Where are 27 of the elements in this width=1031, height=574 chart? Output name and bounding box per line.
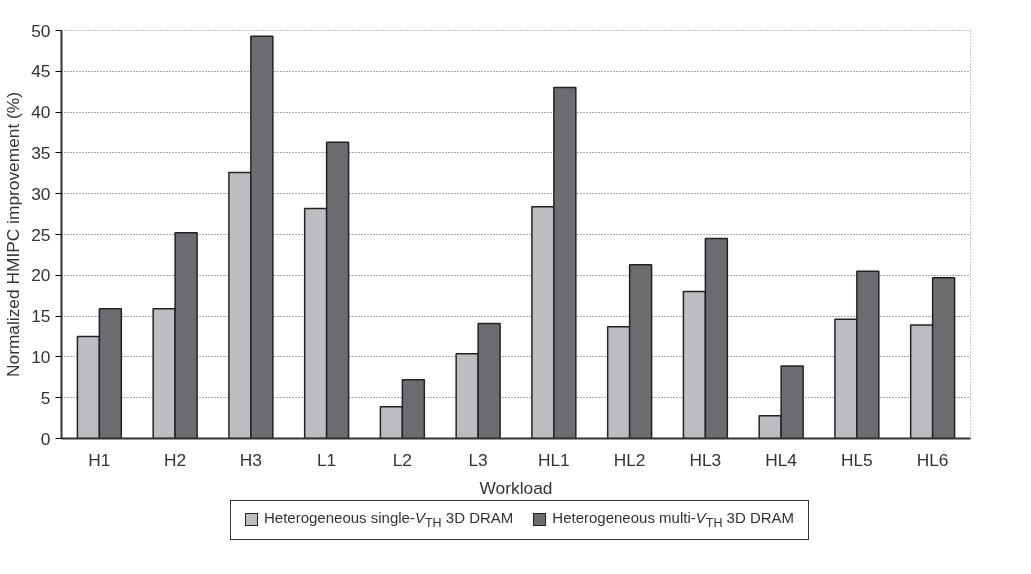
x-tick-label: L1 bbox=[316, 449, 337, 470]
y-tick-label: 15 bbox=[31, 306, 51, 327]
x-tick-label: H1 bbox=[88, 449, 111, 470]
x-tick-label: L2 bbox=[392, 449, 413, 470]
x-axis-title: Workload bbox=[479, 477, 553, 498]
y-tick-label: 45 bbox=[31, 61, 51, 82]
y-tick-label: 25 bbox=[31, 224, 51, 245]
y-tick-label: 35 bbox=[31, 142, 51, 163]
legend-label: Heterogeneous single-V$_{TH}$ 3D DRAM bbox=[264, 508, 514, 532]
y-tick-label: 40 bbox=[31, 102, 51, 123]
x-tick-label: HL2 bbox=[613, 449, 646, 470]
x-tick-label: HL3 bbox=[689, 449, 722, 470]
x-tick-label: H2 bbox=[164, 449, 187, 470]
x-tick-label: HL6 bbox=[916, 449, 949, 470]
y-tick-label: 10 bbox=[31, 346, 51, 367]
y-tick-label: 50 bbox=[31, 20, 51, 41]
x-tick-label: H3 bbox=[239, 449, 262, 470]
y-tick-label: 0 bbox=[40, 428, 51, 449]
legend-label: Heterogeneous multi-V$_{TH}$ 3D DRAM bbox=[552, 508, 795, 532]
x-tick-label: HL1 bbox=[537, 449, 570, 470]
x-tick-label: HL4 bbox=[765, 449, 798, 470]
y-axis-title: Normalized HMIPC improvement (%) bbox=[3, 91, 24, 377]
y-tick-label: 20 bbox=[31, 265, 51, 286]
y-tick-label: 5 bbox=[40, 387, 51, 408]
y-tick-label: 30 bbox=[31, 183, 51, 204]
x-tick-label: HL5 bbox=[840, 449, 873, 470]
x-tick-label: L3 bbox=[468, 449, 488, 470]
